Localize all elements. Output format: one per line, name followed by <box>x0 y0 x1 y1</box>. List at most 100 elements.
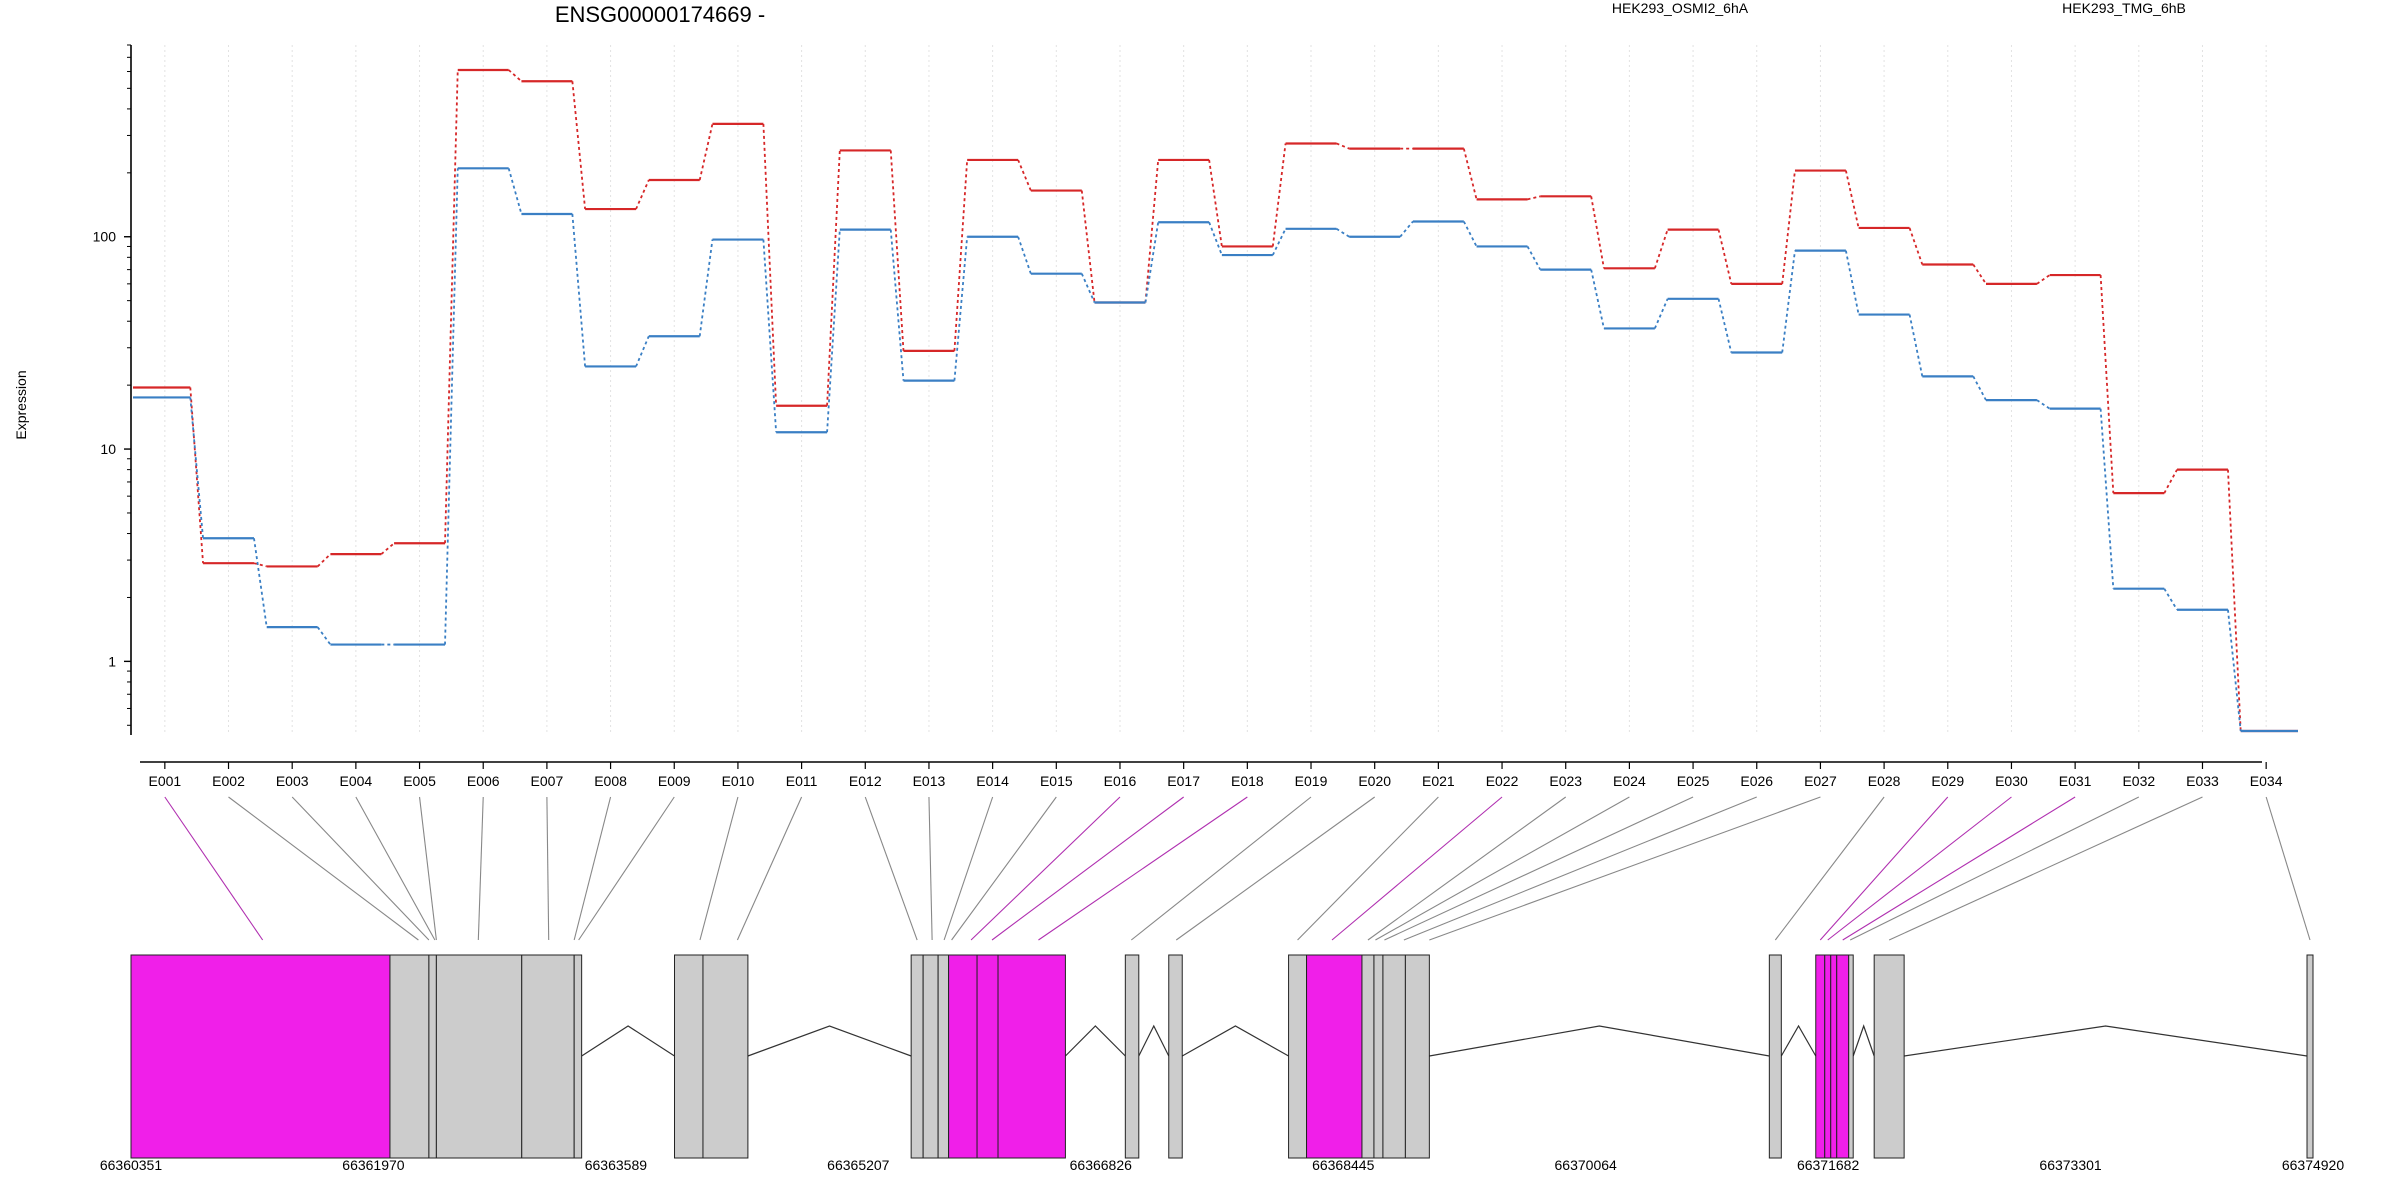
connector-E007 <box>571 213 586 367</box>
exon-link-layer <box>164 796 2311 941</box>
coordinate-label: 66366826 <box>1070 1157 1133 1173</box>
exon-block-19 <box>1361 954 1375 1159</box>
gene-model <box>130 954 2314 1159</box>
x-tick-label-E017: E017 <box>1167 773 1200 789</box>
connector-E010 <box>762 123 778 406</box>
grid-layer <box>164 45 2267 735</box>
connector-E013 <box>953 159 969 351</box>
connector-E029 <box>1972 264 1987 285</box>
x-tick-label-E008: E008 <box>594 773 627 789</box>
connector-E019 <box>1336 228 1350 238</box>
connector-E015 <box>1080 273 1096 303</box>
x-tick-label-E003: E003 <box>276 773 309 789</box>
x-tick-label-E015: E015 <box>1040 773 1073 789</box>
exon-block-6 <box>573 954 583 1159</box>
connector-E008 <box>635 179 650 210</box>
exon-link-E033 <box>1888 796 2203 941</box>
exon-block-8 <box>702 954 749 1159</box>
connector-E018 <box>1271 143 1287 247</box>
connector-E012 <box>889 229 905 381</box>
connector-E021 <box>1463 221 1478 247</box>
connector-E003 <box>317 553 332 568</box>
connector-E007 <box>571 81 586 210</box>
connector-E012 <box>889 150 905 351</box>
x-tick-label-E001: E001 <box>148 773 181 789</box>
exon-block-15 <box>1124 954 1140 1159</box>
x-tick-label-E006: E006 <box>467 773 500 789</box>
exon-link-E020 <box>1175 796 1376 941</box>
exon-link-E031 <box>1842 796 2076 941</box>
x-tick-label-E032: E032 <box>2122 773 2155 789</box>
exon-link-E029 <box>1819 796 1949 941</box>
connector-E024 <box>1654 229 1669 269</box>
exon-block-2 <box>389 954 430 1159</box>
connector-E027 <box>1845 170 1860 229</box>
connector-E026 <box>1781 250 1796 353</box>
x-tick-label-E016: E016 <box>1104 773 1137 789</box>
x-tick-label-E030: E030 <box>1995 773 2028 789</box>
exon-block-5 <box>521 954 575 1159</box>
exon-link-E009 <box>578 796 675 941</box>
exon-block-12 <box>948 954 978 1159</box>
exon-block-30 <box>2306 954 2314 1159</box>
connector-E033 <box>2227 609 2242 732</box>
connector-E001 <box>189 387 204 564</box>
connector-E015 <box>1080 190 1096 303</box>
intron-22 <box>1429 1025 1770 1057</box>
exon-link-E023 <box>1367 796 1567 941</box>
x-tick-label-E020: E020 <box>1358 773 1391 789</box>
exon-block-9 <box>910 954 924 1159</box>
legend-series-a: HEK293_OSMI2_6hA <box>1612 0 1749 16</box>
connector-E019 <box>1336 142 1350 150</box>
exon-block-16 <box>1168 954 1183 1159</box>
exon-link-E021 <box>1297 796 1439 941</box>
coordinate-label: 66370064 <box>1555 1157 1618 1173</box>
x-tick-label-E024: E024 <box>1613 773 1646 789</box>
x-tick-label-E013: E013 <box>913 773 946 789</box>
exon-link-E016 <box>970 796 1121 941</box>
exon-block-23 <box>1768 954 1782 1159</box>
x-tick-label-E005: E005 <box>403 773 436 789</box>
exon-link-E005 <box>418 796 437 941</box>
connector-E026 <box>1781 170 1796 284</box>
connector-E009 <box>698 123 714 181</box>
exon-link-E019 <box>1130 796 1312 941</box>
exon-block-21 <box>1382 954 1406 1159</box>
exon-block-20 <box>1373 954 1384 1159</box>
connector-E025 <box>1717 298 1733 353</box>
connector-E009 <box>698 239 714 337</box>
y-axis-label: Expression <box>13 370 29 439</box>
x-tick-labels: E001 E002 E003 E004 E005 E006 E007 E008 E009 E010… <box>148 762 2283 789</box>
intron-29 <box>1904 1025 2308 1057</box>
x-tick-label-E026: E026 <box>1740 773 1773 789</box>
x-tick-label-E009: E009 <box>658 773 691 789</box>
connector-E006 <box>508 69 523 82</box>
x-tick-label-E012: E012 <box>849 773 882 789</box>
y-tick-label: 10 <box>100 441 116 457</box>
coordinate-label: 66365207 <box>827 1157 890 1173</box>
intron-15 <box>1138 1024 1170 1057</box>
coordinate-label: 66361970 <box>342 1157 405 1173</box>
x-tick-label-E033: E033 <box>2186 773 2219 789</box>
exon-block-14 <box>997 954 1066 1159</box>
exon-link-E024 <box>1375 796 1630 941</box>
exon-block-17 <box>1288 954 1308 1159</box>
exon-block-13 <box>976 954 999 1159</box>
coordinate-label: 66373301 <box>2039 1157 2102 1173</box>
exon-block-24 <box>1815 954 1826 1159</box>
exon-link-E003 <box>291 796 430 941</box>
connector-E031 <box>2099 408 2115 589</box>
x-tick-label-E027: E027 <box>1804 773 1837 789</box>
exon-link-E011 <box>736 796 803 941</box>
x-tick-label-E021: E021 <box>1422 773 1455 789</box>
exon-link-E017 <box>991 796 1184 941</box>
exon-link-E002 <box>228 796 419 941</box>
series-HEK293_TMG_6hB <box>133 167 2298 733</box>
exon-block-1 <box>130 954 391 1159</box>
exon-link-E022 <box>1331 796 1503 941</box>
exon-block-11 <box>937 954 950 1159</box>
x-tick-label-E025: E025 <box>1677 773 1710 789</box>
intron-8 <box>747 1025 912 1057</box>
connector-E032 <box>2163 469 2178 494</box>
connector-E030 <box>2036 399 2051 410</box>
